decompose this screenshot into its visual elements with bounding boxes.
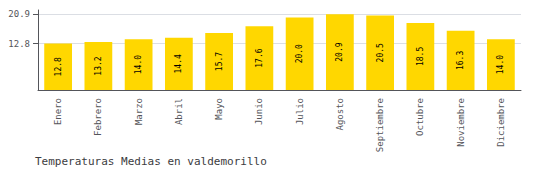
svg-text:Octubre: Octubre: [415, 98, 425, 136]
svg-text:Agosto: Agosto: [335, 98, 345, 131]
svg-text:20.0: 20.0: [295, 44, 304, 63]
svg-text:Marzo: Marzo: [134, 98, 144, 125]
svg-text:Enero: Enero: [53, 98, 63, 125]
svg-text:Febrero: Febrero: [93, 98, 103, 136]
svg-text:Temperaturas Medias en valdemo: Temperaturas Medias en valdemorillo: [35, 155, 267, 168]
svg-text:13.2: 13.2: [94, 56, 103, 75]
svg-text:Diciembre: Diciembre: [496, 98, 506, 147]
svg-text:Junio: Junio: [254, 98, 264, 125]
svg-text:Noviembre: Noviembre: [456, 98, 466, 147]
svg-text:Septiembre: Septiembre: [375, 98, 385, 152]
svg-text:14.0: 14.0: [134, 55, 143, 74]
svg-text:12.8: 12.8: [8, 39, 30, 49]
svg-text:16.3: 16.3: [456, 51, 465, 70]
svg-text:18.5: 18.5: [416, 47, 425, 66]
svg-text:20.9: 20.9: [335, 42, 344, 61]
svg-text:20.9: 20.9: [8, 9, 30, 19]
svg-text:12.8: 12.8: [54, 57, 63, 76]
svg-text:17.6: 17.6: [255, 48, 264, 67]
svg-text:Mayo: Mayo: [214, 98, 224, 120]
svg-text:20.5: 20.5: [376, 43, 385, 62]
svg-text:14.0: 14.0: [496, 55, 505, 74]
svg-text:14.4: 14.4: [174, 54, 183, 73]
svg-text:15.7: 15.7: [215, 52, 224, 71]
svg-text:Abril: Abril: [174, 98, 184, 125]
svg-text:Julio: Julio: [295, 98, 305, 125]
